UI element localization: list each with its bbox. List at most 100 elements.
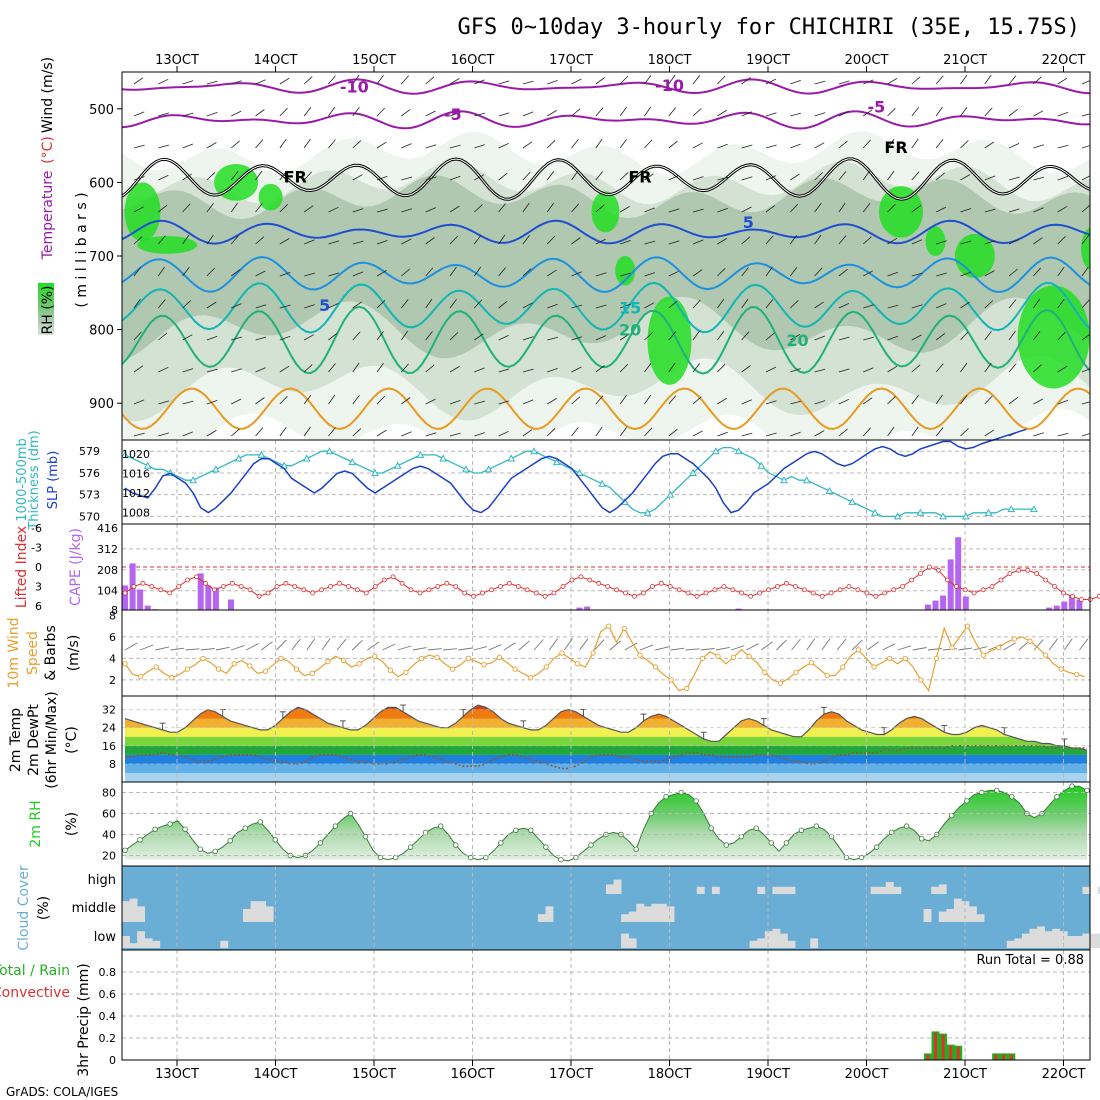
wind-barb [887,335,899,341]
cloud-cell [666,906,675,922]
lifted-index-point [319,587,325,593]
cape-tick-label: 416 [97,522,118,535]
wind-barb [449,205,460,213]
wind-barb [328,427,336,437]
isotherm-line [122,78,1090,95]
wind-barb [717,238,728,245]
wind-label-1: 10m Wind [6,617,22,688]
thickness-point [598,479,607,487]
wind-barb [304,272,315,277]
rh-point [858,854,865,861]
rh-high-area [1081,227,1090,270]
wind-barb [425,364,435,373]
wind-barb [984,141,995,149]
wind-barb [336,638,347,651]
wind-barb [620,303,631,309]
wind-barb [133,77,144,85]
wind-barb [303,171,312,181]
contour-label: FR [284,167,307,186]
wind-barb [741,144,753,149]
lifted-index-point [274,584,280,589]
precip-convective-bar [941,1034,945,1060]
cloud-cell [129,898,138,922]
precip-convective-bar [994,1054,998,1060]
bottom-date-label: 13OCT [155,1067,199,1082]
wind-barb [498,172,508,181]
top-date-label: 22OCT [1042,53,1086,68]
wind-barb [261,641,273,651]
wind-speed-point [824,672,830,679]
wind-barb [255,170,263,181]
wind-speed-point [808,660,815,666]
wind-barb [474,204,483,213]
thickness-point [961,512,970,520]
cloud-cell [1029,928,1038,948]
wind-barb [791,638,801,651]
wind-barb [692,75,701,85]
wind-barb [449,266,457,277]
lifted-index-point [185,577,191,583]
wind-barb [376,270,387,277]
wind-barb [139,644,154,651]
wind-speed-point [886,655,893,662]
top-date-label: 17OCT [549,53,593,68]
wind-barb [498,203,506,213]
wind-barb [182,112,194,117]
wind-barb [765,332,775,341]
lifted-index-point [149,584,155,589]
rh-point [377,854,384,861]
wind-barb [522,429,533,437]
wind-barb [863,270,874,277]
wind-barb [1081,175,1090,181]
thickness-point [325,447,334,455]
isotherm-line [122,219,1090,245]
temp-band [125,727,1087,737]
wind-barb [668,300,678,309]
wind-barb [912,647,927,651]
wind-speed-point [231,661,237,667]
lifted-index-point [810,590,816,596]
lifted-index-point [444,580,450,586]
wind-barb [571,304,583,309]
rh-point [122,847,128,853]
slp-tick-label: 1012 [122,487,150,500]
wind-barb [503,642,516,651]
ylabel-wind: Wind (m/s) [40,57,56,133]
cape-bar [205,585,212,610]
dewpoint-line [125,745,1087,770]
wind-barb [498,234,506,245]
temp-band [125,705,1087,710]
wind-barb [182,431,193,437]
date-axes: 13OCT 13OCT 14OCT 14OCT 15OCT 15OCT 16OCT 16OCT… [155,53,1085,1082]
lifted-index-point [944,577,950,583]
wind-barb [609,640,621,651]
temp-tick-label: 16 [102,740,116,753]
wind-barb [595,171,604,181]
wind-barb [230,140,240,149]
lifted-index-point [873,593,879,599]
wind-barb [935,394,943,405]
wind-barb [1057,144,1069,149]
bottom-date-label: 21OCT [943,1067,987,1082]
cloud-cell [779,933,788,948]
lifted-index-point [560,584,566,589]
wind-barb [692,330,700,341]
rh-point [167,821,173,827]
wind-barb [230,645,245,651]
cloud-cell [1090,933,1098,948]
lifted-index-point [623,590,628,596]
wind-barb [518,640,530,651]
wind-barb [984,270,995,277]
wind-barb [533,639,544,651]
thickness-point [439,454,447,462]
wind-barb [425,398,436,405]
wind-barb [838,398,849,405]
wind-barb [814,430,825,437]
wind-barb [522,141,533,149]
wind-barb [133,176,145,181]
precip-tick-label: 0 [109,1054,116,1067]
thickness-tick-label: 576 [79,467,100,480]
lifted-index-point [363,590,369,596]
cape-bar [144,605,151,610]
wind-barb [401,397,411,405]
